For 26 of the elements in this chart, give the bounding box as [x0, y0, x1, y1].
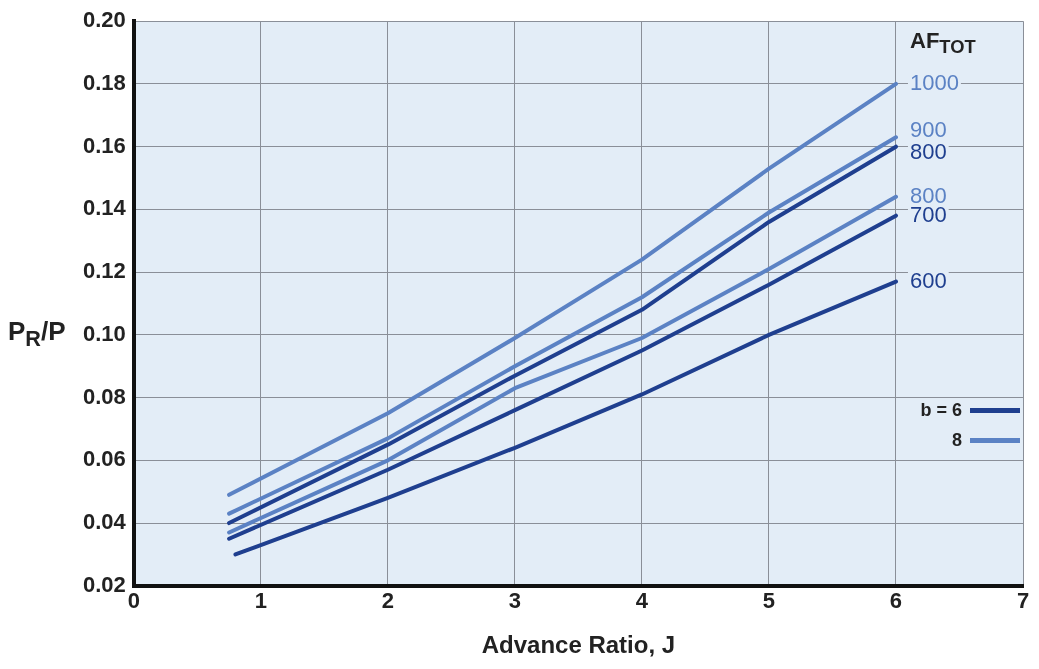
y-tick-label: 0.08: [82, 383, 126, 409]
x-tick-label: 4: [635, 588, 649, 614]
series-label: 1000: [909, 70, 959, 95]
annotation: 8: [951, 430, 962, 451]
annotation: b = 6: [920, 400, 962, 421]
y-tick-label: 0.12: [82, 258, 126, 284]
y-tick-label: 0.06: [82, 446, 126, 472]
x-tick-label: 6: [889, 588, 903, 614]
y-tick-label: 0.04: [82, 509, 127, 535]
y-axis-title: P$_{R}$/P: [8, 316, 66, 353]
y-tick-label: 0.14: [82, 195, 127, 221]
series-label: 600: [909, 267, 947, 293]
x-tick-label: 3: [508, 588, 522, 614]
y-tick-label: 0.02: [82, 571, 126, 597]
y-tick-label: 0.16: [82, 132, 126, 158]
x-tick-label: 2: [381, 588, 394, 614]
x-tick-label: 5: [762, 588, 776, 614]
x-tick-label: 1: [254, 588, 267, 614]
y-tick-label: 0.10: [82, 320, 126, 346]
y-tick-label: 0.20: [82, 7, 126, 33]
x-axis-title: Advance Ratio, J: [481, 631, 676, 659]
y-tick-label: 0.18: [82, 70, 126, 95]
legend-title: AF$_{TOT}$: [910, 28, 976, 59]
x-tick-label: 0: [127, 588, 140, 614]
x-tick-label: 7: [1016, 588, 1030, 614]
series-label: 800: [909, 182, 947, 208]
